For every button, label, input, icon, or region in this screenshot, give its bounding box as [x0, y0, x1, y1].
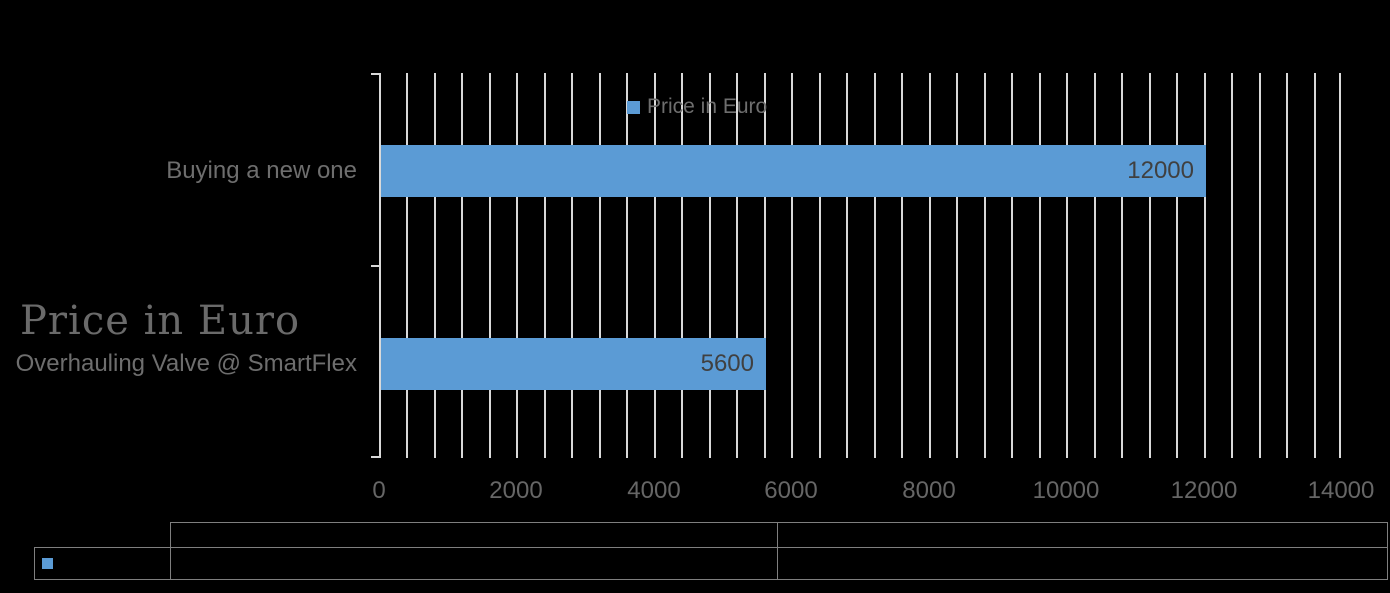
gridline [654, 73, 656, 458]
category-label-overhauling[interactable]: Overhauling Valve @ SmartFlex [15, 350, 357, 377]
x-axis-tick-label[interactable]: 10000 [1032, 477, 1100, 504]
gridline [901, 73, 903, 458]
table-series-key-cell[interactable] [35, 548, 170, 579]
category-label-buying-new[interactable]: Buying a new one [166, 157, 357, 184]
gridline [736, 73, 738, 458]
table-border-right [1387, 522, 1388, 580]
gridline [1149, 73, 1151, 458]
gridline [1339, 73, 1341, 458]
gridline [1231, 73, 1233, 458]
x-axis-tick-label[interactable]: 2000 [489, 477, 543, 504]
gridline [406, 73, 408, 458]
gridline [819, 73, 821, 458]
table-value-cell-2[interactable] [778, 548, 1387, 579]
gridline [1314, 73, 1316, 458]
table-divider-2 [777, 522, 778, 580]
x-axis-tick-label[interactable]: 8000 [902, 477, 956, 504]
gridline [1121, 73, 1123, 458]
gridline [874, 73, 876, 458]
gridline [984, 73, 986, 458]
bar-overhauling[interactable]: 5600 [381, 338, 766, 390]
axis-tick-mark [371, 73, 379, 75]
gridline [1094, 73, 1096, 458]
gridline [434, 73, 436, 458]
x-axis-tick-label[interactable]: 12000 [1170, 477, 1238, 504]
table-border-top [170, 522, 1388, 523]
gridline [626, 73, 628, 458]
gridline [791, 73, 793, 458]
bar-value-label: 12000 [1127, 157, 1194, 184]
table-border-bottom [34, 579, 1388, 580]
value-axis-line [379, 73, 381, 458]
gridline [709, 73, 711, 458]
table-divider-1 [170, 522, 171, 580]
x-axis-labels: 0 2000 4000 6000 8000 10000 12000 14000 [372, 477, 1374, 507]
gridline [1286, 73, 1288, 458]
gridline [516, 73, 518, 458]
legend[interactable]: Price in Euro [627, 95, 767, 119]
x-axis-tick-label[interactable]: 6000 [764, 477, 818, 504]
gridline [461, 73, 463, 458]
gridline [544, 73, 546, 458]
legend-label: Price in Euro [647, 95, 768, 118]
table-legend-key-icon [42, 558, 53, 569]
x-axis-tick-label[interactable]: 4000 [627, 477, 681, 504]
bar-buying-new[interactable]: 12000 [381, 145, 1206, 197]
table-header-cell-1[interactable] [171, 523, 777, 547]
gridline [1204, 73, 1206, 458]
plot-area[interactable]: 12000 5600 [371, 73, 1341, 458]
table-header-cell-2[interactable] [778, 523, 1387, 547]
gridline [1259, 73, 1261, 458]
gridline [1011, 73, 1013, 458]
x-axis-tick-label[interactable]: 14000 [1307, 477, 1375, 504]
gridline [489, 73, 491, 458]
gridline [599, 73, 601, 458]
gridline [681, 73, 683, 458]
legend-swatch-icon [627, 100, 640, 114]
gridline [1066, 73, 1068, 458]
gridline [929, 73, 931, 458]
x-axis-tick-label[interactable]: 0 [372, 477, 386, 504]
axis-tick-mark [371, 456, 379, 458]
gridline [1176, 73, 1178, 458]
gridline [1039, 73, 1041, 458]
gridline [571, 73, 573, 458]
bar-value-label: 5600 [700, 350, 754, 377]
gridline [764, 73, 766, 458]
table-value-cell-1[interactable] [171, 548, 777, 579]
gridline [956, 73, 958, 458]
table-border-left [34, 547, 35, 580]
gridline [846, 73, 848, 458]
table-border-middle [34, 547, 1388, 548]
chart-title[interactable]: Price in Euro [20, 298, 301, 344]
axis-tick-mark [371, 265, 379, 267]
